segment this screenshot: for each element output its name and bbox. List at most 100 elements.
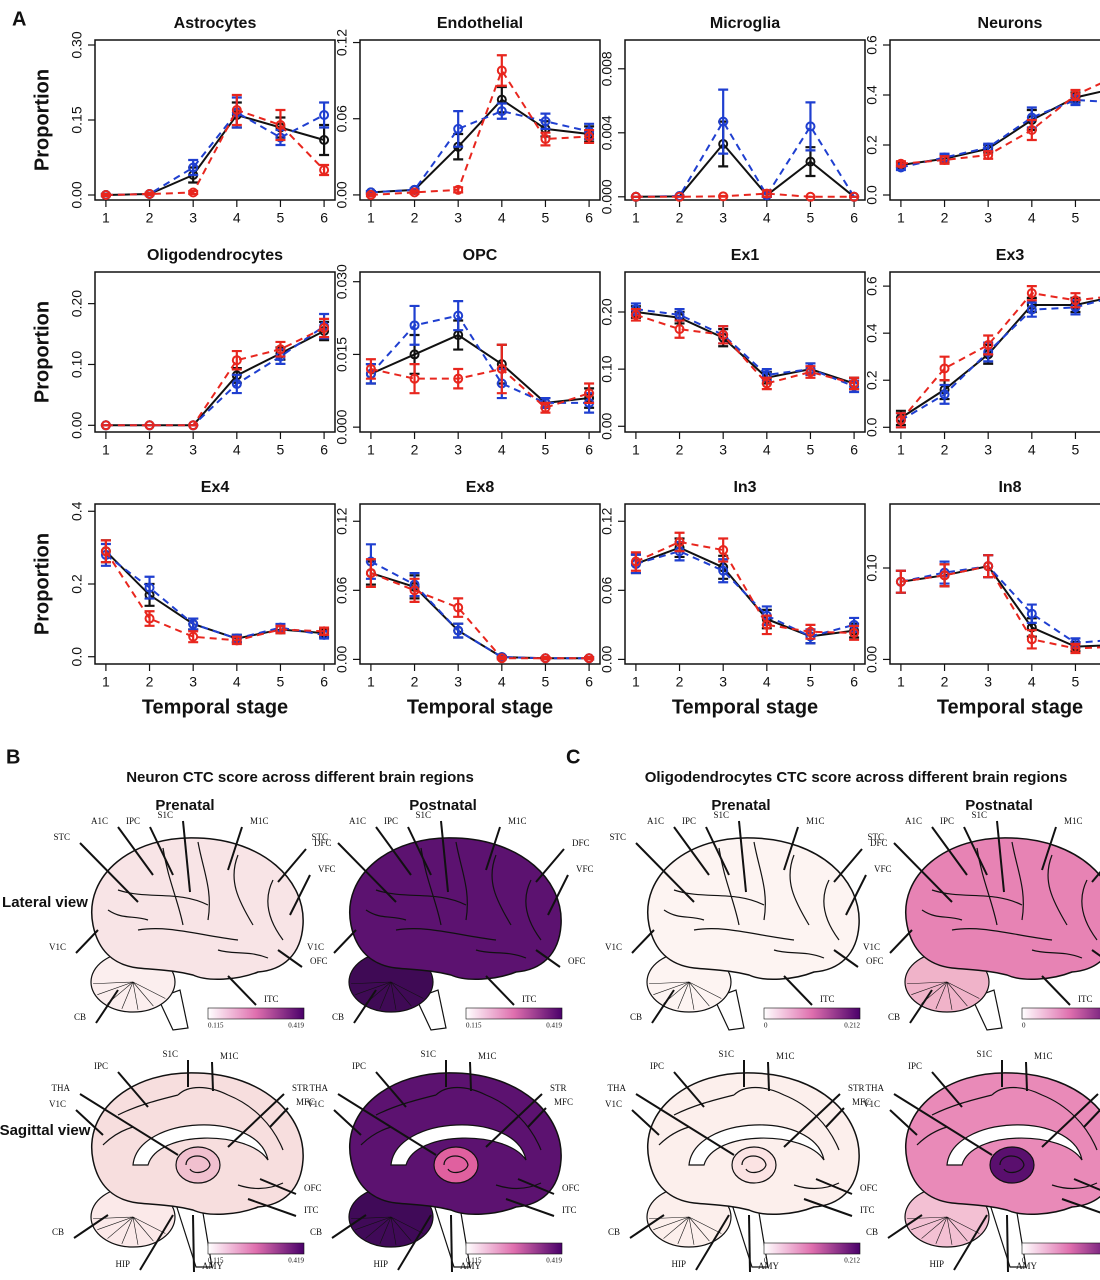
region-label: CB	[74, 1012, 86, 1022]
data-point	[409, 187, 420, 198]
region-label: S1C	[718, 1049, 734, 1059]
data-point	[496, 65, 507, 76]
data-point	[496, 106, 507, 117]
chart-title: In3	[733, 479, 756, 496]
data-point	[805, 626, 816, 637]
region-label: IPC	[682, 816, 696, 826]
leader-line	[963, 826, 988, 876]
colorbar-min: 0.115	[466, 1022, 482, 1030]
x-tick-label: 6	[320, 442, 328, 458]
panel-letter: A	[12, 8, 26, 30]
plot-frame	[624, 39, 866, 201]
region-label: MFC	[296, 1097, 315, 1107]
x-tick-label: 4	[763, 674, 771, 690]
x-tick-label: 2	[676, 210, 684, 226]
error-bar	[231, 373, 242, 395]
leader-line	[277, 949, 303, 968]
data-point	[231, 355, 242, 366]
series-line	[900, 299, 1100, 422]
leader-line	[289, 874, 311, 916]
leader-line	[909, 989, 933, 1024]
data-point	[718, 116, 729, 127]
colorbar	[465, 1007, 563, 1020]
leader-line	[889, 1109, 918, 1136]
series-line	[370, 68, 590, 196]
data-point	[319, 626, 330, 637]
y-tick-label: 0.2	[69, 574, 85, 594]
colorbar-max: 0.419	[546, 1257, 562, 1265]
colorbar	[207, 1242, 305, 1255]
leader-line	[893, 1093, 993, 1156]
x-tick-label: 5	[807, 442, 815, 458]
x-tick-label: 4	[233, 210, 241, 226]
data-point	[319, 165, 330, 175]
colorbar-min: 0	[764, 1257, 768, 1265]
y-axis-label: Proportion	[31, 69, 53, 171]
error-bar	[761, 614, 772, 636]
region-label: STR	[550, 1083, 567, 1093]
cerebellum-fold	[132, 981, 166, 999]
x-axis-label: Temporal stage	[937, 696, 1083, 718]
error-bar	[188, 158, 199, 177]
panel-letter: B	[6, 746, 20, 768]
cerebellum-fold	[390, 981, 412, 1007]
x-tick-label: 4	[233, 442, 241, 458]
leader-line	[353, 989, 377, 1024]
region-label: M1C	[1064, 816, 1083, 826]
leader-line	[211, 1061, 214, 1092]
error-bar	[939, 383, 950, 405]
y-tick-label: 0.000	[599, 179, 615, 214]
panel-title: Neuron CTC score across different brain …	[126, 769, 474, 786]
cerebellum-fold	[379, 1216, 392, 1245]
cerebellum-fold	[688, 981, 710, 1007]
x-tick-label: 3	[984, 442, 992, 458]
data-point	[939, 155, 950, 165]
error-bar	[718, 88, 729, 155]
series-line	[370, 572, 590, 660]
cerebellum-fold	[93, 1216, 134, 1220]
data-point	[584, 653, 595, 664]
error-bar	[453, 597, 464, 618]
colorbar	[1021, 1242, 1100, 1255]
region-label: THA	[310, 1083, 329, 1093]
data-point	[674, 536, 685, 547]
cerebellum-fold	[946, 1216, 980, 1234]
data-point	[319, 110, 330, 120]
leader-line	[783, 1093, 841, 1148]
series-line	[635, 550, 855, 638]
region-label: S1C	[415, 810, 431, 820]
leader-line	[845, 874, 867, 916]
region-label: DFC	[572, 838, 590, 848]
region-label: CB	[52, 1227, 64, 1237]
region-label: CB	[608, 1227, 620, 1237]
region-label: V1C	[863, 1099, 880, 1109]
error-bar	[453, 110, 464, 148]
cerebellum-fold	[121, 1216, 134, 1245]
region-label: V1C	[863, 942, 880, 952]
colorbar-min: 0	[1022, 1257, 1026, 1265]
y-tick-label: 0.10	[864, 554, 880, 581]
leader-line	[695, 1214, 730, 1271]
y-tick-label: 0.004	[599, 115, 615, 150]
leader-line	[337, 842, 397, 903]
error-bar	[895, 569, 906, 594]
y-axis-label: Proportion	[31, 301, 53, 403]
y-tick-label: 0.00	[599, 412, 615, 439]
region-label: VFC	[874, 864, 892, 874]
region-label: THA	[866, 1083, 885, 1093]
cerebellum-fold	[653, 1216, 690, 1230]
series-line	[370, 572, 590, 660]
leader-line	[631, 1109, 660, 1136]
data-point	[144, 420, 155, 431]
region-label: CB	[866, 1227, 878, 1237]
leader-line	[748, 1214, 751, 1273]
colorbar-max: 0.419	[546, 1022, 562, 1030]
error-bar	[805, 101, 816, 152]
cerebrum	[91, 837, 304, 981]
region-label: OFC	[860, 1183, 878, 1193]
series-line	[900, 292, 1100, 421]
chart-title: Ex4	[201, 479, 230, 496]
error-bar	[540, 112, 551, 130]
